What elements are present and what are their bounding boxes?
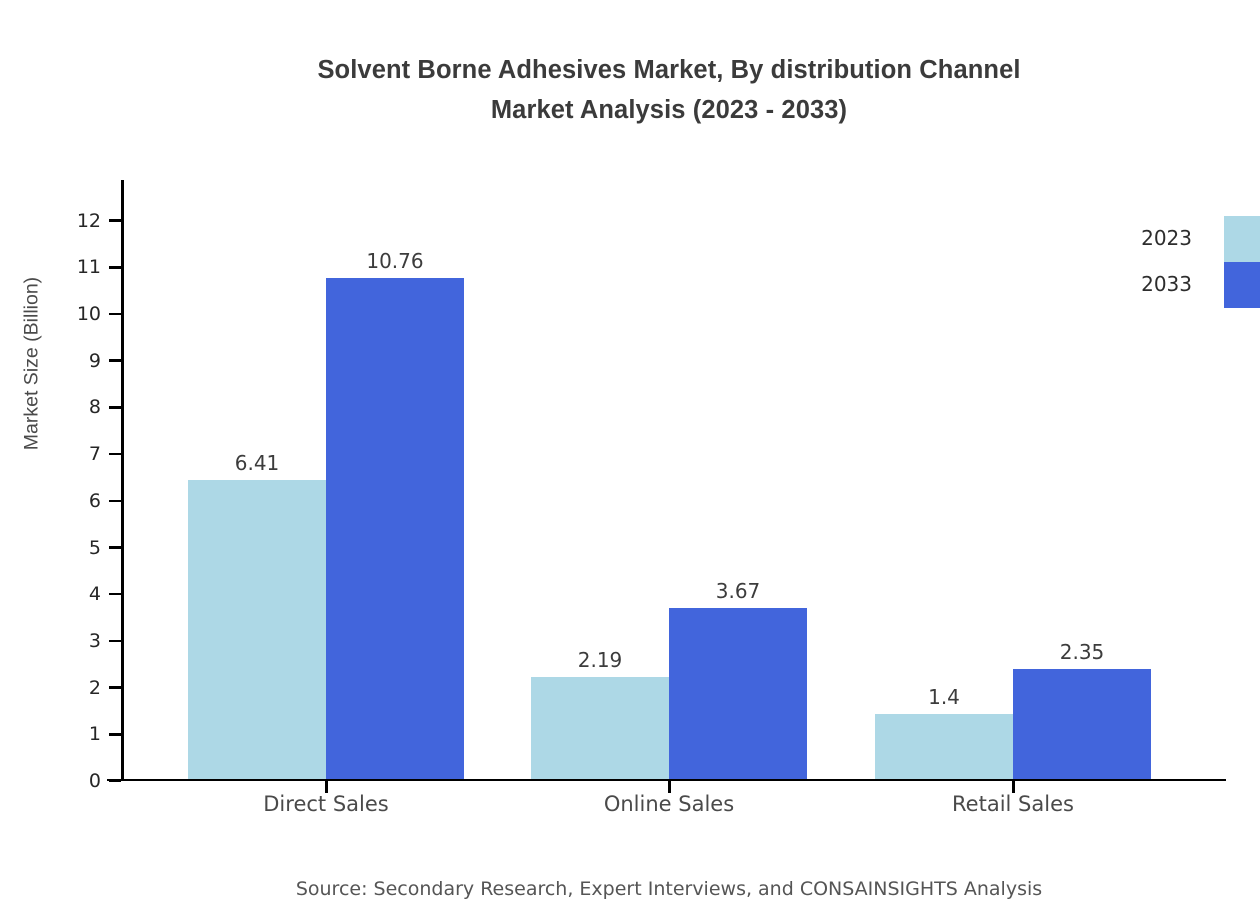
- chart-title-line-1: Solvent Borne Adhesives Market, By distr…: [317, 56, 1021, 84]
- chart-title: Solvent Borne Adhesives Market, By distr…: [0, 50, 1260, 130]
- y-axis-title: Market Size (Billion): [20, 276, 43, 451]
- x-axis-label-retail-sales: Retail Sales: [952, 792, 1074, 816]
- y-tick-label-6: 6: [88, 489, 101, 512]
- bar-label-2023-direct-sales: 6.41: [234, 451, 280, 475]
- y-tick-label-1: 1: [88, 723, 101, 746]
- x-axis-label-online-sales: Online Sales: [603, 792, 735, 816]
- y-tick-label-0: 0: [88, 770, 101, 792]
- y-tick-label-9: 9: [88, 349, 101, 372]
- bar-2023-direct-sales[interactable]: [188, 479, 326, 779]
- legend-swatch-2033: [1224, 262, 1260, 308]
- y-tick-label-4: 4: [88, 583, 101, 606]
- y-tick-label-2: 2: [88, 676, 101, 699]
- y-tick-label-11: 11: [76, 256, 101, 279]
- y-tick-label-8: 8: [88, 396, 101, 419]
- legend-item-2023[interactable]: 2023: [1141, 216, 1260, 262]
- x-axis-label-direct-sales: Direct Sales: [263, 792, 389, 816]
- x-axis-spine: [107, 778, 1226, 781]
- bar-2023-retail-sales[interactable]: [875, 713, 1013, 779]
- bar-2033-direct-sales[interactable]: [326, 277, 464, 779]
- bar-label-2023-retail-sales: 1.4: [928, 685, 960, 709]
- y-tick-label-12: 12: [76, 209, 101, 232]
- legend: 2023 2033: [1141, 216, 1260, 308]
- plot-area: 0 1 2 3 4 5 6 7 8 9 10 1: [77, 180, 1226, 793]
- bar-label-2033-retail-sales: 2.35: [1059, 640, 1105, 664]
- bar-label-2033-online-sales: 3.67: [715, 579, 761, 603]
- legend-item-2033[interactable]: 2033: [1141, 262, 1260, 308]
- y-tick-label-5: 5: [88, 536, 101, 559]
- legend-swatch-2023: [1224, 216, 1260, 262]
- source-note: Source: Secondary Research, Expert Inter…: [295, 878, 1043, 900]
- bar-2033-retail-sales[interactable]: [1013, 668, 1151, 779]
- bar-2033-online-sales[interactable]: [669, 607, 807, 779]
- y-tick-label-10: 10: [76, 303, 101, 325]
- bar-label-2033-direct-sales: 10.76: [366, 249, 424, 273]
- x-tick-online-sales: [668, 781, 671, 793]
- bar-2023-online-sales[interactable]: [531, 676, 669, 779]
- legend-label-2023: 2023: [1141, 226, 1192, 250]
- bar-label-2023-online-sales: 2.19: [577, 648, 623, 672]
- x-tick-retail-sales: [1012, 781, 1015, 793]
- y-axis-spine: [121, 180, 124, 781]
- legend-label-2033: 2033: [1141, 272, 1192, 296]
- x-tick-direct-sales: [325, 781, 328, 793]
- chart-title-line-2: Market Analysis (2023 - 2033): [490, 96, 848, 124]
- y-tick-label-7: 7: [88, 443, 101, 466]
- y-tick-label-3: 3: [88, 629, 101, 652]
